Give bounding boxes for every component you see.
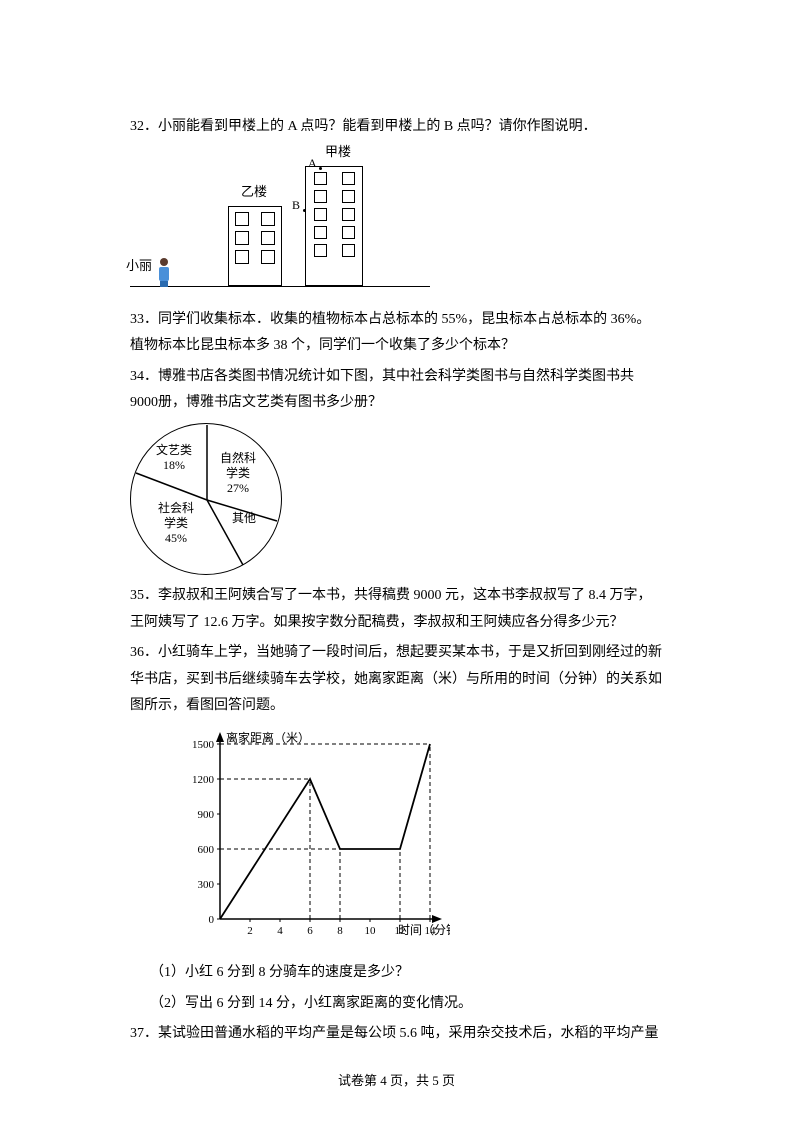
pie-label-art: 文艺类18% <box>150 443 198 473</box>
building-jia <box>305 166 363 286</box>
question-36-sub2: （2）写出 6 分到 14 分，小红离家距离的变化情况。 <box>150 991 663 1018</box>
point-a-dot <box>319 167 322 170</box>
girl-icon <box>158 258 170 286</box>
figure-pie: 文艺类18% 自然科学类27% 其他 社会科学类45% <box>130 423 300 573</box>
building-yi-label: 乙楼 <box>228 180 280 205</box>
question-37: 37．某试验田普通水稻的平均产量是每公顷 5.6 吨，采用杂交技术后，水稻的平均… <box>130 1021 663 1048</box>
svg-text:0: 0 <box>209 914 215 926</box>
pie-label-sci: 自然科学类27% <box>212 451 264 496</box>
svg-text:离家距离（米）: 离家距离（米） <box>226 730 310 745</box>
question-35: 35．李叔叔和王阿姨合写了一本书，共得稿费 9000 元，这本书李叔叔写了 8.… <box>130 583 663 636</box>
figure-buildings: 小丽 乙楼 甲楼 A B <box>130 147 430 297</box>
question-36-sub1: （1）小红 6 分到 8 分骑车的速度是多少？ <box>150 960 663 987</box>
question-33: 33．同学们收集标本．收集的植物标本占总标本的 55%，昆虫标本占总标本的 36… <box>130 307 663 360</box>
page-footer: 试卷第 4 页，共 5 页 <box>130 1069 663 1094</box>
svg-text:1500: 1500 <box>192 739 215 751</box>
svg-text:8: 8 <box>337 925 343 937</box>
svg-text:300: 300 <box>198 879 215 891</box>
svg-text:6: 6 <box>307 925 313 937</box>
page: 32．小丽能看到甲楼上的 A 点吗？能看到甲楼上的 B 点吗？请你作图说明． 小… <box>0 0 793 1122</box>
girl-label: 小丽 <box>126 254 152 279</box>
svg-text:1200: 1200 <box>192 774 215 786</box>
svg-text:2: 2 <box>247 925 253 937</box>
svg-text:时间（分钟）: 时间（分钟） <box>398 922 450 937</box>
svg-text:900: 900 <box>198 809 215 821</box>
svg-text:600: 600 <box>198 844 215 856</box>
building-jia-label: 甲楼 <box>325 140 351 165</box>
pie-label-soc: 社会科学类45% <box>150 501 202 546</box>
question-32: 32．小丽能看到甲楼上的 A 点吗？能看到甲楼上的 B 点吗？请你作图说明． <box>130 114 663 141</box>
building-yi <box>228 206 282 286</box>
point-a-label: A <box>308 152 317 175</box>
point-b-label: B <box>292 194 300 217</box>
question-34: 34．博雅书店各类图书情况统计如下图，其中社会科学类图书与自然科学类图书共 90… <box>130 364 663 417</box>
linechart-svg: 0300600900120015002468101214离家距离（米）时间（分钟… <box>170 724 450 954</box>
ground-line <box>130 286 430 287</box>
svg-text:10: 10 <box>365 925 377 937</box>
pie-label-other: 其他 <box>224 511 264 526</box>
question-36: 36．小红骑车上学，当她骑了一段时间后，想起要买某本书，于是又折回到刚经过的新华… <box>130 640 663 720</box>
svg-text:4: 4 <box>277 925 283 937</box>
figure-linechart: 0300600900120015002468101214离家距离（米）时间（分钟… <box>170 724 450 954</box>
point-b-dot <box>303 209 306 212</box>
